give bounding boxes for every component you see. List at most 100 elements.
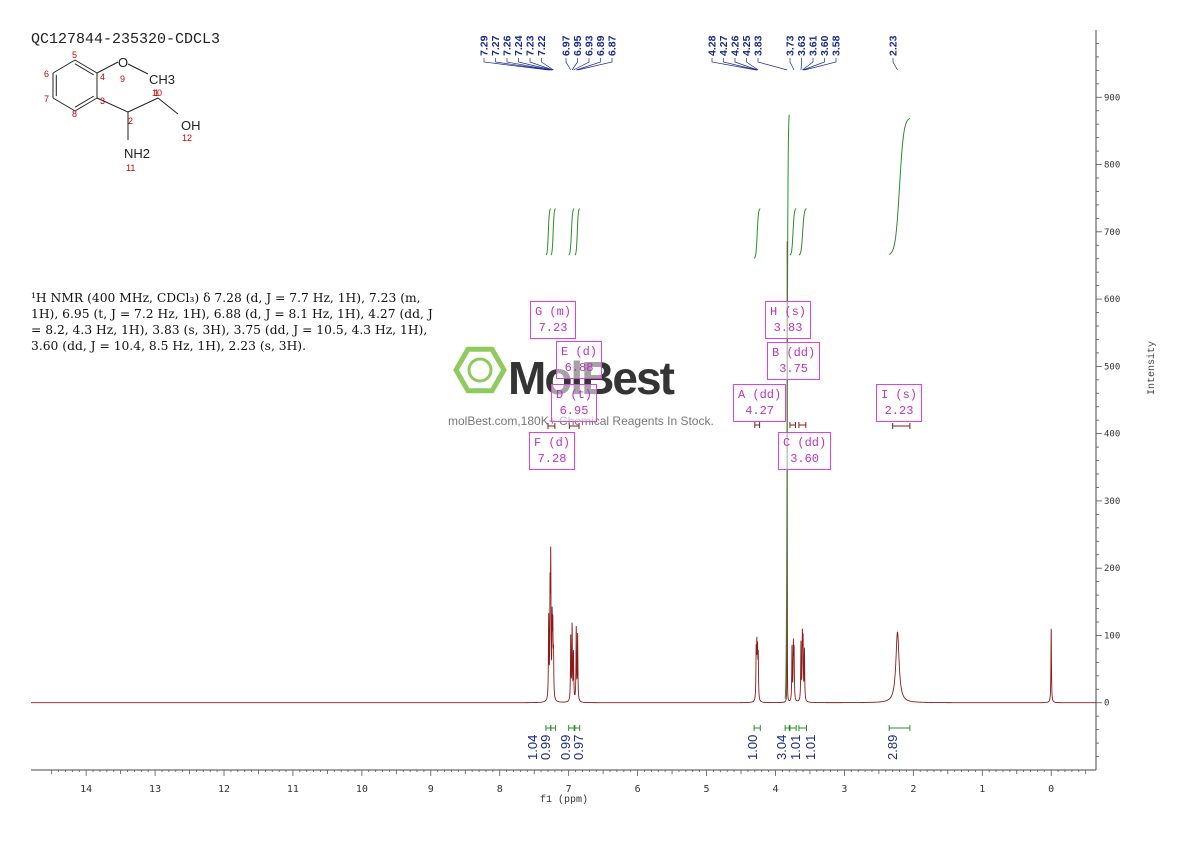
x-tick-label: 4 <box>772 784 778 795</box>
multiplet-box-D: D (t) 6.95 <box>551 384 598 422</box>
bond <box>74 97 98 112</box>
bond <box>52 59 76 74</box>
atom-number: 12 <box>182 133 192 143</box>
peak-labels: 7.29 7.27 7.26 7.24 7.23 7.22 6.97 6.95 6.93 6.89… <box>479 35 900 71</box>
peak-label-leader <box>789 58 795 71</box>
integral-value: 0.99 <box>538 735 553 760</box>
multiplet-box-label: D (t) <box>556 388 593 402</box>
multiplet-box-value: 4.27 <box>745 404 775 418</box>
bond <box>127 63 149 75</box>
peak-label-leader <box>506 58 551 71</box>
peak-label: 7.26 <box>502 35 514 56</box>
watermark-ring-icon <box>467 357 493 383</box>
x-tick-label: 9 <box>428 784 434 795</box>
x-tick-label: 0 <box>1048 784 1054 795</box>
multiplet-box-A: A (dd) 4.27 <box>733 384 787 422</box>
double-bond <box>74 63 94 76</box>
multiplet-box-label: F (d) <box>534 436 571 450</box>
integral-curve <box>545 208 552 256</box>
y-axis-label: Intensity <box>1147 340 1158 395</box>
ring-atom-number: 7 <box>44 94 49 104</box>
peak-label: 3.58 <box>831 35 843 56</box>
integral-values: 1.040.99 0.990.97 1.00 3.04 1.01 1.01 2.89 <box>525 725 911 760</box>
atom-label: OH <box>181 118 201 133</box>
peak-label: 3.63 <box>796 35 808 56</box>
peak-label: 4.28 <box>707 35 719 56</box>
ring-atom-number: 8 <box>72 109 77 119</box>
peak-label: 7.24 <box>513 35 525 56</box>
integral-value: 1.01 <box>788 735 803 760</box>
integral-value: 2.89 <box>885 735 900 760</box>
x-tick-label: 6 <box>635 784 641 795</box>
integral-curve <box>568 208 575 256</box>
integral-curve <box>550 208 556 256</box>
ring-atom-number: 3 <box>100 96 105 106</box>
multiplet-box-B: B (dd) 3.75 <box>767 342 821 380</box>
peak-label-leader <box>802 58 825 71</box>
bond <box>74 59 98 74</box>
peak-label-leader <box>541 58 554 71</box>
y-tick-label: 300 <box>1104 497 1120 507</box>
peak-label-leader <box>802 58 814 71</box>
peak-label: 3.73 <box>785 35 797 56</box>
multiplet-box-F: F (d) 7.28 <box>529 432 576 470</box>
x-tick-label: 1 <box>979 784 985 795</box>
atom-number: 9 <box>120 74 125 84</box>
x-tick-label: 13 <box>149 784 161 795</box>
peak-label: 2.23 <box>888 35 900 56</box>
peak-label-leader <box>757 58 788 71</box>
bond <box>157 97 179 115</box>
integral-curve <box>574 208 581 256</box>
multiplet-box-label: E (d) <box>561 345 598 359</box>
atom-number: 11 <box>126 163 135 173</box>
peak-label: 6.93 <box>584 35 596 56</box>
integral-value: 3.04 <box>774 735 789 760</box>
atom-number: 10 <box>152 88 162 98</box>
multiplet-box-value: 3.83 <box>773 321 803 335</box>
peak-label-leader <box>723 58 757 71</box>
y-tick-label: 700 <box>1104 228 1120 238</box>
y-tick-label: 0 <box>1104 699 1109 709</box>
peak-label-leader <box>734 58 758 71</box>
multiplet-box-label: I (s) <box>881 388 918 402</box>
double-bond <box>74 95 94 108</box>
integral-value: 1.04 <box>525 735 540 760</box>
x-tick-label: 7 <box>566 784 572 795</box>
peak-label: 4.27 <box>718 35 730 56</box>
peak-label-leader <box>804 58 837 71</box>
multiplet-box-G: G (m) 7.23 <box>530 301 577 339</box>
y-tick-label: 100 <box>1104 631 1120 641</box>
integral-curve <box>789 208 797 256</box>
y-tick-label: 400 <box>1104 430 1120 440</box>
x-tick-label: 5 <box>704 784 710 795</box>
peak-label: 6.97 <box>561 35 573 56</box>
x-tick-label: 8 <box>497 784 503 795</box>
multiplet-box-C: C (dd) 3.60 <box>778 432 832 470</box>
peak-label: 7.27 <box>490 35 502 56</box>
multiplet-box-value: 2.23 <box>884 404 914 418</box>
x-tick-label: 3 <box>841 784 847 795</box>
multiplet-box-label: H (s) <box>770 305 807 319</box>
ring-atom-number: 1 <box>154 88 159 98</box>
x-tick-label: 10 <box>356 784 368 795</box>
atom-label: CH3 <box>149 72 175 87</box>
watermark-hexagon-icon <box>453 346 507 394</box>
bond <box>127 97 159 113</box>
multiplet-box-label: G (m) <box>535 305 572 319</box>
multiplet-box-value: 7.23 <box>538 321 568 335</box>
peak-label: 3.61 <box>808 35 820 56</box>
atom-label: NH2 <box>124 146 150 161</box>
multiplet-box-label: C (dd) <box>783 436 827 450</box>
ring-atom-number: 5 <box>72 50 77 60</box>
peak-label-leader <box>576 58 601 71</box>
integral-curve <box>753 208 761 259</box>
peak-label: 6.95 <box>572 35 584 56</box>
multiplet-box-I: I (s) 2.23 <box>876 384 923 422</box>
multiplet-box-value: 6.95 <box>559 404 589 418</box>
integral-value: 1.00 <box>745 735 760 760</box>
x-tick-label: 14 <box>80 784 92 795</box>
peak-label-leader <box>711 58 757 71</box>
peak-label-leader <box>518 58 553 71</box>
peak-label-leader <box>571 58 578 71</box>
